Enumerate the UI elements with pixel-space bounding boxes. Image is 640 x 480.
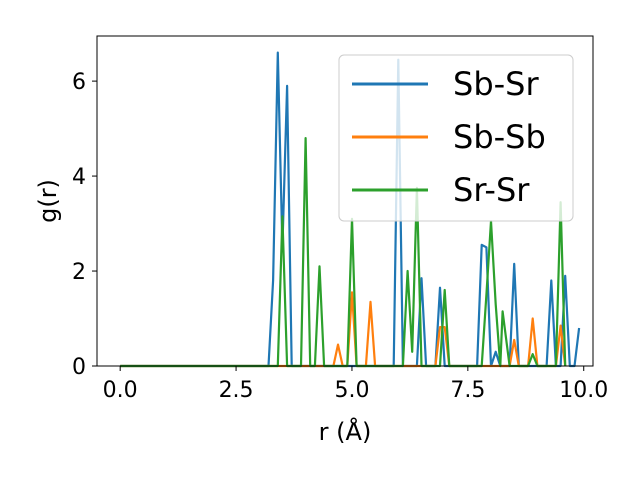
- legend-entries: Sb-Sr Sb-Sb Sr-Sr: [352, 65, 546, 209]
- x-tick-label: 5.0: [334, 378, 369, 403]
- x-tick-label: 7.5: [450, 378, 485, 403]
- plot-frame: [96, 35, 594, 367]
- y-tick-label: 0: [72, 355, 86, 380]
- y-ticks: 0 2 4 6: [72, 70, 97, 380]
- y-tick-label: 4: [72, 165, 86, 190]
- legend-label: Sr-Sr: [453, 171, 530, 209]
- y-tick-label: 6: [72, 70, 86, 95]
- x-tick-label: 0.0: [103, 378, 138, 403]
- x-axis-label: r (Å): [319, 417, 372, 446]
- legend-label: Sb-Sr: [453, 65, 539, 103]
- x-ticks: 0.0 2.5 5.0 7.5 10.0: [103, 366, 608, 403]
- y-axis-label: g(r): [34, 179, 62, 223]
- legend-box: [338, 54, 574, 222]
- legend: Sb-Sr Sb-Sb Sr-Sr: [338, 54, 574, 222]
- x-tick-label: 2.5: [219, 378, 254, 403]
- legend-label: Sb-Sb: [453, 118, 546, 156]
- y-tick-label: 2: [72, 260, 86, 285]
- x-tick-label: 10.0: [559, 378, 608, 403]
